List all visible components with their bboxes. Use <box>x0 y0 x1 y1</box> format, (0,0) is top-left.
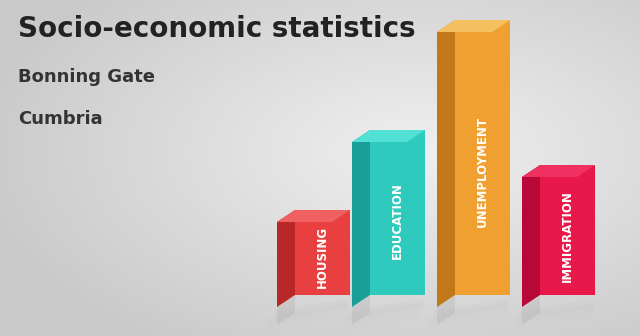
Polygon shape <box>434 299 509 319</box>
Polygon shape <box>352 295 370 325</box>
Text: Cumbria: Cumbria <box>18 110 102 128</box>
Polygon shape <box>540 165 595 295</box>
Polygon shape <box>370 130 425 295</box>
Polygon shape <box>295 210 350 295</box>
Polygon shape <box>455 20 510 295</box>
Text: EDUCATION: EDUCATION <box>391 182 404 259</box>
Polygon shape <box>437 20 455 307</box>
Text: HOUSING: HOUSING <box>316 226 329 288</box>
Polygon shape <box>349 299 424 319</box>
Text: Bonning Gate: Bonning Gate <box>18 68 155 86</box>
Polygon shape <box>277 295 295 325</box>
Polygon shape <box>274 299 349 319</box>
Polygon shape <box>519 299 594 319</box>
Polygon shape <box>352 130 370 307</box>
Polygon shape <box>277 210 295 307</box>
Polygon shape <box>437 20 510 32</box>
Polygon shape <box>277 210 350 222</box>
Polygon shape <box>522 165 595 177</box>
Text: IMMIGRATION: IMMIGRATION <box>561 191 574 283</box>
Text: Socio-economic statistics: Socio-economic statistics <box>18 15 415 43</box>
Polygon shape <box>352 130 425 142</box>
Polygon shape <box>522 295 540 325</box>
Polygon shape <box>437 295 455 325</box>
Text: UNEMPLOYMENT: UNEMPLOYMENT <box>476 116 489 227</box>
Polygon shape <box>522 165 540 307</box>
